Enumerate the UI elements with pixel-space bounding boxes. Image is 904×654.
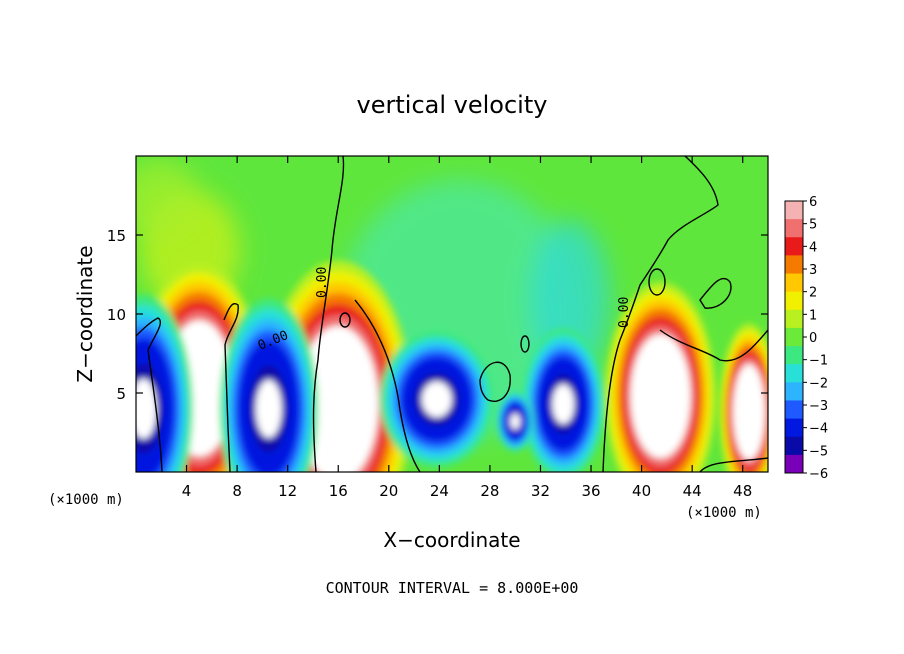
updraft-core [733,363,766,460]
colorbar-tick-label: −4 [809,422,828,437]
colorbar-swatch [785,436,803,456]
colorbar-swatch [785,273,803,293]
colorbar-swatch [785,201,803,220]
contour-interval-note: CONTOUR INTERVAL = 8.000E+00 [326,579,579,597]
colorbar-swatch [785,364,803,383]
x-axis-label: X−coordinate [383,528,520,552]
colorbar-swatch [785,255,803,275]
colorbar-swatch [785,309,803,329]
colorbar-tick-label: −6 [809,467,828,482]
downdraft-core [421,381,452,418]
colorbar-swatch [785,327,803,347]
x-tick-label: 44 [683,482,702,500]
x-tick-label: 24 [430,482,449,500]
zero-contour [699,277,732,309]
colorbar-tick-label: 5 [809,218,817,233]
colorbar-swatch [785,382,803,401]
x-tick-label: 32 [531,482,550,500]
downdraft-core [510,413,521,430]
y-tick-label: 15 [107,227,126,245]
x-unit-left: (×1000 m) [48,492,124,508]
colorbar: 6 5 4 3 2 1 0 −1 −2 −3 −4 −5 −6 [784,195,828,482]
updraft-core [630,334,691,459]
contour-label: 0.00 [315,267,330,298]
colorbar-tick-label: 3 [809,263,817,278]
y-axis: 5 10 15 [107,227,768,403]
heatmap-field [136,156,768,472]
contour-lines [136,156,768,472]
downdraft-core [552,384,575,425]
zero-contour [354,299,421,472]
x-unit-right: (×1000 m) [686,505,762,521]
x-tick-label: 20 [379,482,398,500]
colorbar-swatch [785,346,803,365]
colorbar-tick-label: −5 [809,444,828,459]
zero-contour [479,361,511,402]
colorbar-swatch [785,291,803,311]
zero-contour [339,312,351,328]
colorbar-swatch [785,454,803,474]
x-tick-label: 12 [278,482,297,500]
zero-contour [648,268,666,296]
downdraft-core [136,378,157,439]
colorbar-tick-label: 2 [809,286,817,301]
y-tick-label: 5 [116,385,126,403]
warm-region [136,160,200,240]
x-tick-label: 28 [480,482,499,500]
zero-contour [520,335,530,353]
colorbar-swatch [785,219,803,238]
colorbar-tick-label: 6 [809,195,817,210]
colorbar-tick-label: −3 [809,399,828,414]
zero-contour [659,329,768,362]
downdraft-core [255,379,282,438]
chart-title: vertical velocity [357,91,548,119]
colorbar-tick-label: −2 [809,376,828,391]
y-tick-label: 10 [107,306,126,324]
colorbar-tick-label: 0 [809,331,817,346]
colorbar-tick-label: 4 [809,240,817,255]
x-tick-label: 48 [733,482,752,500]
colorbar-tick-label: −1 [809,354,828,369]
zero-contour [699,457,768,472]
x-tick-label: 36 [581,482,600,500]
y-axis-label: Z−coordinate [73,245,97,382]
colorbar-swatch [785,400,803,420]
zero-contour [312,156,345,472]
x-tick-label: 40 [632,482,651,500]
colorbar-tick-label: 1 [809,308,817,323]
colorbar-swatch [785,237,803,256]
zero-contour [602,156,719,472]
x-tick-label: 8 [232,482,242,500]
x-tick-label: 16 [329,482,348,500]
x-tick-label: 4 [182,482,192,500]
contour-label: 0.00 [617,297,632,328]
zero-contour [223,303,239,472]
x-axis: 4 8 12 16 20 24 28 32 36 40 44 48 [182,156,752,500]
zero-contour [136,317,163,472]
colorbar-swatch [785,418,803,438]
